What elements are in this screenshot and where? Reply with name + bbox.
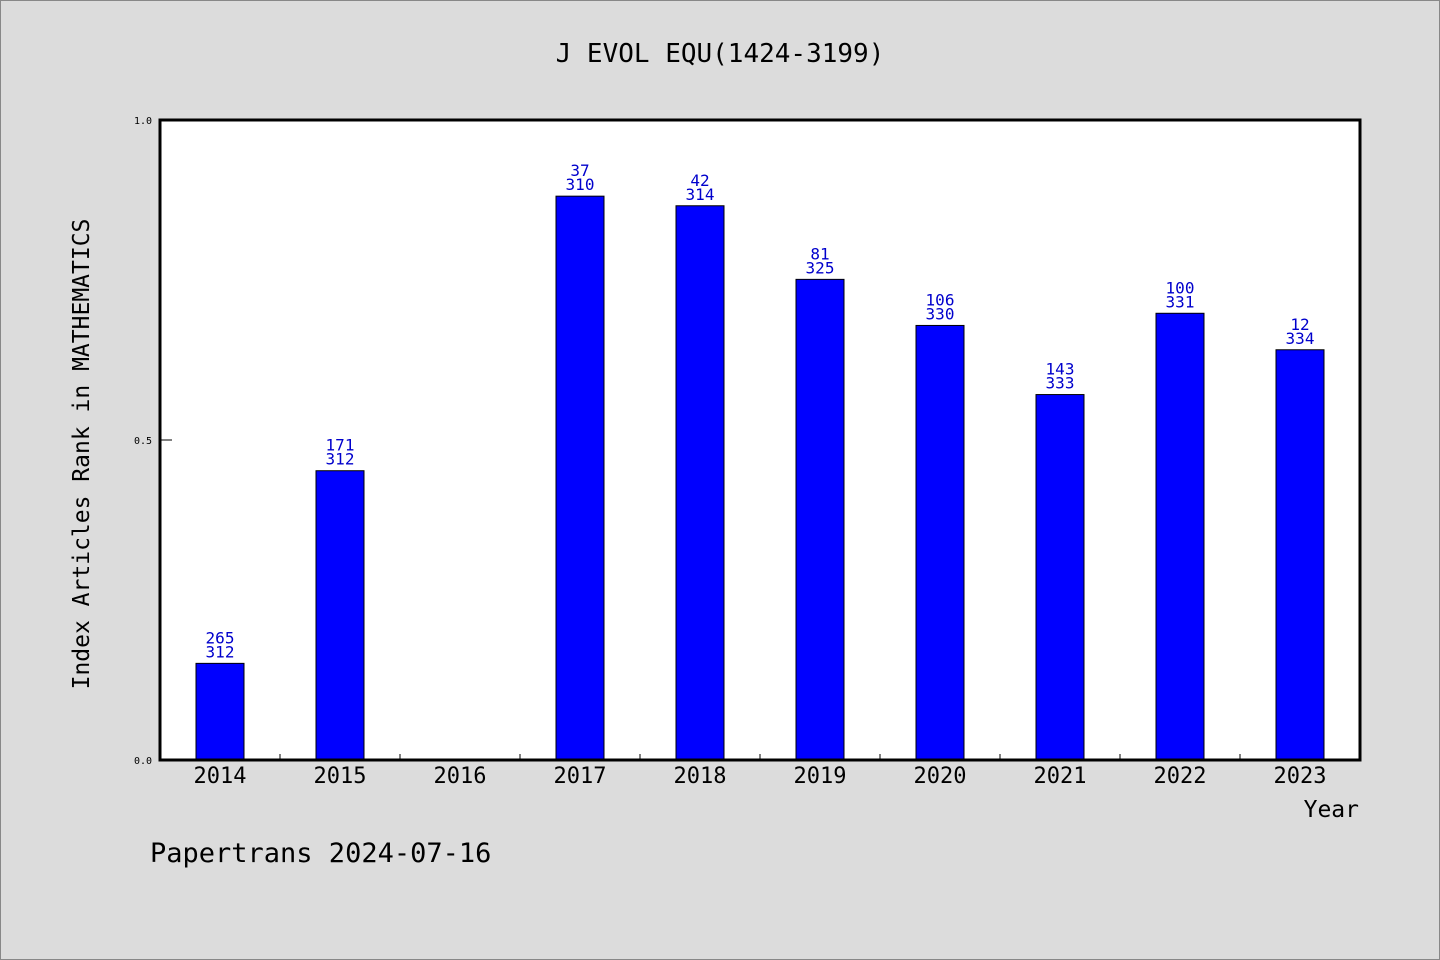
bar-total-label: 333: [1046, 374, 1075, 393]
x-tick-label: 2021: [1034, 764, 1087, 789]
bar-total-label: 314: [686, 185, 715, 204]
bar-total-label: 330: [926, 304, 955, 323]
x-tick-label: 2015: [314, 764, 367, 789]
x-tick-label: 2014: [194, 764, 247, 789]
plot-border: [158, 118, 1362, 762]
y-tick-label: 1.0: [134, 116, 152, 127]
bar-2019: [795, 278, 845, 761]
bar-total-label: 331: [1166, 292, 1195, 311]
bar-total-label: 310: [566, 175, 595, 194]
bar-2023: [1275, 349, 1325, 761]
bar-rank-label: 265: [206, 628, 235, 647]
x-tick-label: 2022: [1154, 764, 1207, 789]
x-tick-label: 2018: [674, 764, 727, 789]
x-tick-label: 2017: [554, 764, 607, 789]
bar-2014: [195, 662, 245, 761]
bar-2015: [315, 470, 365, 761]
y-tick-label: 0.0: [134, 756, 152, 767]
bar-rank-label: 37: [570, 161, 589, 180]
x-tick-label: 2023: [1274, 764, 1327, 789]
bar-2021: [1035, 394, 1085, 761]
bar-rank-label: 171: [326, 436, 355, 455]
bar-total-label: 325: [806, 258, 835, 277]
bar-rank-label: 42: [690, 171, 709, 190]
bar-rank-label: 100: [1166, 278, 1195, 297]
footer-text: Papertrans 2024-07-16: [150, 838, 491, 869]
bar-rank-label: 143: [1046, 360, 1075, 379]
bar-rank-label: 106: [926, 290, 955, 309]
bar-total-label: 334: [1286, 329, 1315, 348]
bar-2017: [555, 195, 605, 761]
x-tick-label: 2016: [434, 764, 487, 789]
bar-total-label: 312: [326, 450, 355, 469]
ticks-layer: 0.0 0.5 1.0 2014 2015 2016 2017 2018 2019 2020 202…: [134, 116, 1327, 789]
bar-rank-label: 81: [810, 244, 829, 263]
x-axis-label: Year: [1304, 797, 1359, 823]
bar-rank-label: 12: [1290, 315, 1309, 334]
chart-title: J EVOL EQU(1424-3199): [556, 39, 885, 69]
bar-2020: [915, 324, 965, 761]
x-tick-label: 2020: [914, 764, 967, 789]
bar-2018: [675, 205, 725, 761]
y-tick-label: 0.5: [134, 436, 152, 447]
x-tick-label: 2019: [794, 764, 847, 789]
bar-2022: [1155, 312, 1205, 761]
y-axis-label: Index Articles Rank in MATHEMATICS: [69, 219, 95, 690]
bar-total-label: 312: [206, 642, 235, 661]
